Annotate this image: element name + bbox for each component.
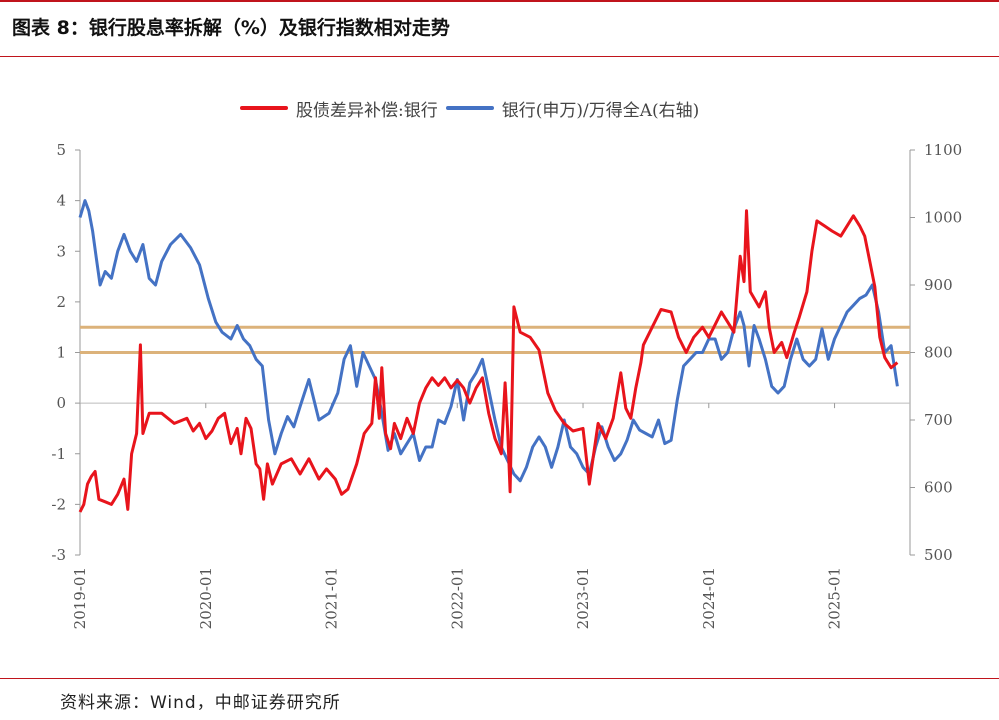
tick-labels: 5 4 3 2 1 0 -1 -2 -3 1100 1000 900 800 700 600 500 2019-… (51, 141, 962, 629)
x-tick-label: 2023-01 (574, 567, 592, 629)
right-tick-label: 900 (924, 276, 953, 294)
reference-lines (80, 325, 910, 354)
right-tick-label: 800 (924, 344, 953, 362)
line-chart: 5 4 3 2 1 0 -1 -2 -3 1100 1000 900 800 700 600 500 2019-… (51, 141, 962, 629)
title-divider (0, 56, 999, 57)
left-tick-label: -1 (51, 445, 66, 463)
left-tick-label: 2 (56, 293, 66, 311)
footer-divider (0, 678, 999, 679)
legend-swatch-red (240, 106, 288, 110)
series-lines (78, 199, 899, 513)
right-tick-label: 1100 (924, 141, 962, 159)
right-tick-label: 500 (924, 546, 953, 564)
left-tick-label: 4 (56, 192, 66, 210)
legend-label-red: 股债差异补偿:银行 (296, 100, 438, 121)
source-note: 资料来源：Wind，中邮证券研究所 (60, 693, 341, 713)
x-tick-label: 2022-01 (448, 567, 466, 629)
left-tick-label: 5 (56, 141, 66, 159)
right-tick-label: 700 (924, 411, 953, 429)
legend: 股债差异补偿:银行 银行(申万)/万得全A(右轴) (240, 96, 707, 121)
legend-swatch-blue (445, 106, 494, 110)
x-tick-label: 2019-01 (71, 567, 89, 629)
series-line-red (78, 209, 899, 513)
left-tick-label: -3 (51, 546, 66, 564)
chart-title: 图表 8：银行股息率拆解（%）及银行指数相对走势 (12, 17, 450, 39)
top-border (0, 0, 999, 2)
legend-item-blue: 银行(申万)/万得全A(右轴) (445, 96, 700, 121)
right-tick-label: 1000 (924, 209, 962, 227)
legend-item-red: 股债差异补偿:银行 (240, 96, 438, 121)
left-tick-label: 0 (56, 394, 66, 412)
x-tick-label: 2025-01 (826, 567, 844, 629)
legend-label-blue: 银行(申万)/万得全A(右轴) (501, 100, 700, 121)
series-line-blue (78, 199, 899, 483)
left-tick-label: 3 (56, 242, 66, 260)
left-tick-label: 1 (56, 344, 66, 362)
x-tick-label: 2024-01 (700, 567, 718, 629)
x-tick-label: 2020-01 (197, 567, 215, 629)
left-tick-label: -2 (51, 495, 66, 513)
x-tick-label: 2021-01 (323, 567, 341, 629)
right-tick-label: 600 (924, 479, 953, 497)
